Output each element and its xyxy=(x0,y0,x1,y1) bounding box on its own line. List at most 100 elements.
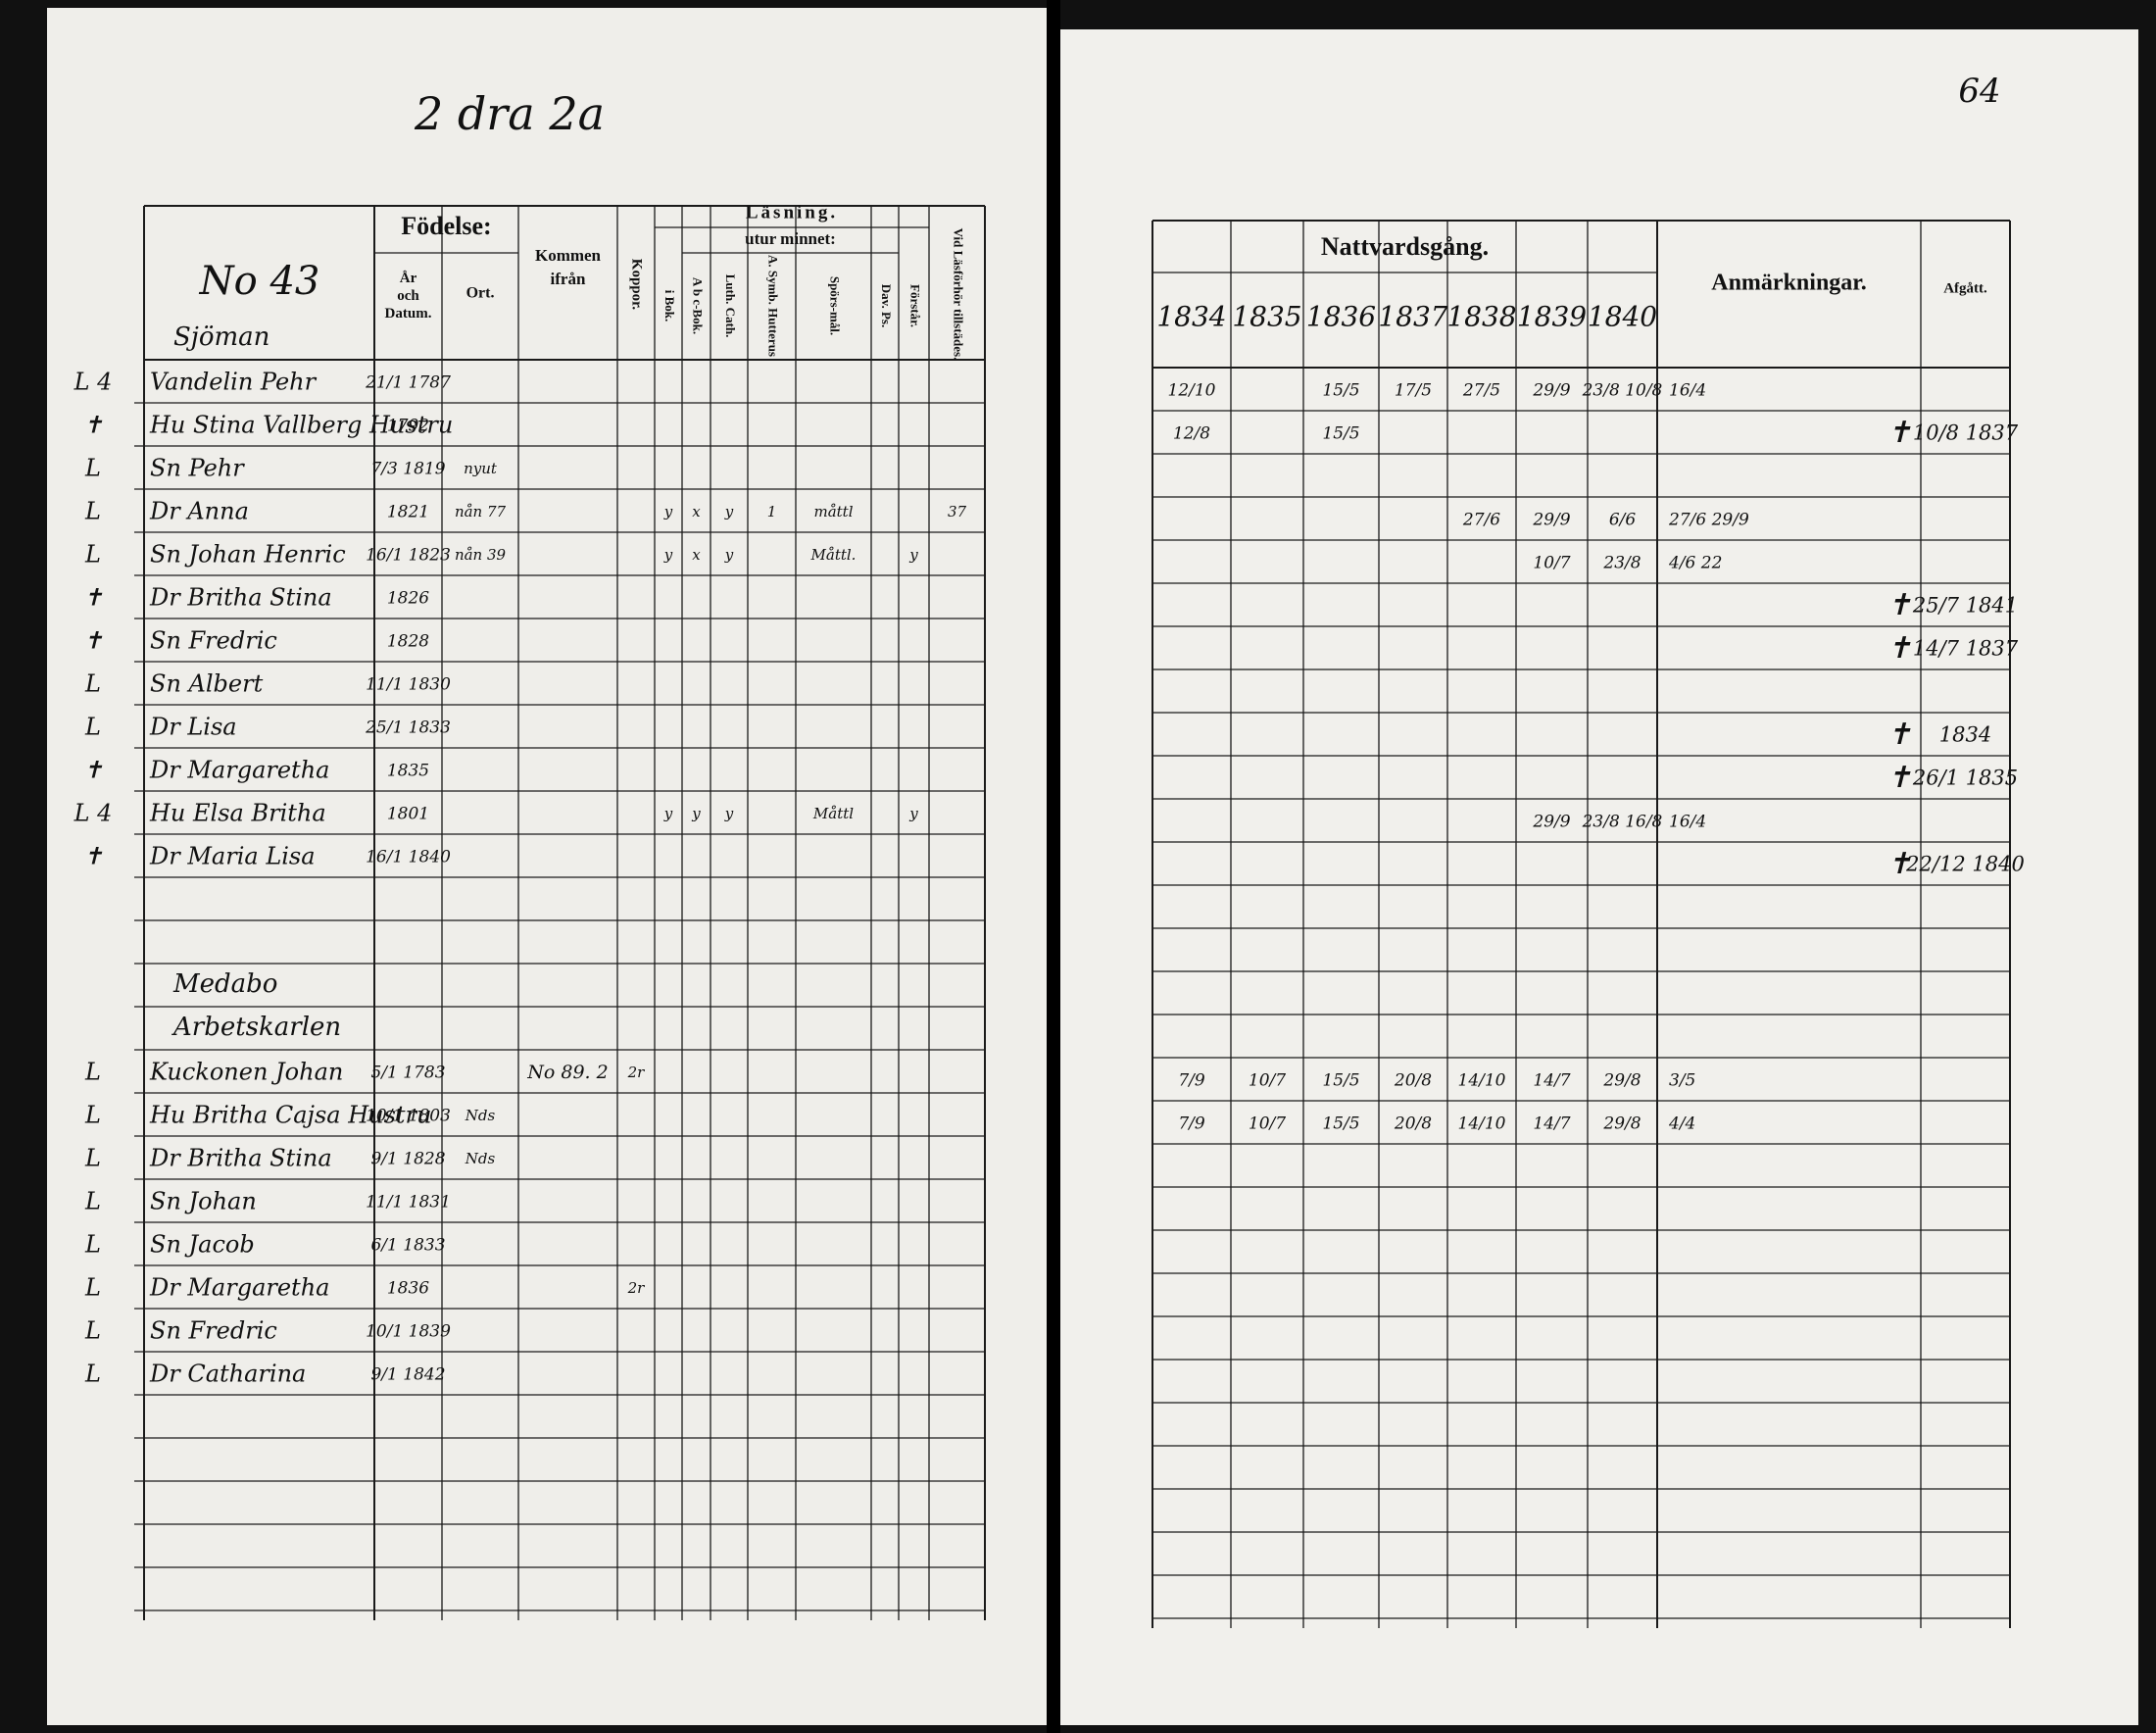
communion-date: 7/9 xyxy=(1178,1071,1205,1091)
entry-mark: L 4 xyxy=(74,800,113,827)
communion-date: 14/10 xyxy=(1458,1114,1506,1134)
by-heart-header: utur minnet: xyxy=(745,229,836,248)
communion-date: 23/8 10/8 xyxy=(1582,381,1663,401)
reading-column-header: A. Symb. Hutterus xyxy=(766,255,781,357)
birth-date: 7/3 1819 xyxy=(370,460,445,479)
entry-mark: L xyxy=(84,1361,101,1388)
birth-date: 1826 xyxy=(387,589,429,609)
smallpox: 2r xyxy=(627,1064,646,1081)
birth-date: 6/1 1833 xyxy=(370,1236,445,1256)
entry-mark: L xyxy=(84,1188,101,1215)
birth-place: Nds xyxy=(465,1107,496,1124)
birth-place: nån 39 xyxy=(455,546,507,564)
reading-mark: y xyxy=(724,805,734,822)
member-name: Sn Johan Henric xyxy=(150,541,346,569)
member-name: Sn Johan xyxy=(150,1188,257,1215)
communion-date: 15/5 xyxy=(1322,1114,1359,1134)
birth-date: 1792 xyxy=(387,417,429,436)
entry-mark: L xyxy=(84,714,101,741)
communion-date: 10/7 xyxy=(1533,554,1570,573)
communion-date: 29/8 xyxy=(1602,1071,1641,1091)
year-header: 1834 xyxy=(1156,301,1226,333)
member-name: Hu Britha Cajsa Hustru xyxy=(149,1102,431,1129)
reading-mark: 1 xyxy=(767,503,777,520)
birth-place: nån 77 xyxy=(455,503,507,520)
reading-mark: y xyxy=(724,503,734,520)
entry-mark: L xyxy=(84,1317,101,1345)
birth-date: 1828 xyxy=(387,632,429,652)
birth-date: 16/1 1823 xyxy=(366,546,451,566)
birth-date: 1801 xyxy=(387,805,429,824)
communion-date: 20/8 xyxy=(1394,1114,1432,1134)
reading-column-header: A b c-Bok. xyxy=(691,277,706,334)
household-number: No 43 xyxy=(199,259,320,304)
entry-mark: ✝ xyxy=(83,757,103,784)
reading-mark: y xyxy=(724,546,734,564)
reading-column-header: Vid Läsförhör tillstädes. xyxy=(952,228,966,361)
communion-date: 14/7 xyxy=(1533,1114,1570,1134)
birth-date: 9/1 1842 xyxy=(370,1365,445,1385)
communion-date: 12/8 xyxy=(1173,424,1210,444)
reading-mark: x xyxy=(692,503,701,520)
communion-date: 17/5 xyxy=(1395,381,1432,401)
reading-mark: Måttl. xyxy=(810,546,857,564)
reading-column-header: Luth. Cath. xyxy=(723,274,738,338)
remarks-header: Anmärkningar. xyxy=(1711,271,1866,296)
entry-mark: L xyxy=(84,1102,101,1129)
departed-date: 22/12 1840 xyxy=(1905,853,2025,876)
communion-date: 23/8 xyxy=(1602,554,1641,573)
reading-mark: x xyxy=(692,546,701,564)
entry-mark: L xyxy=(84,541,101,569)
entry-mark: L xyxy=(84,1231,101,1259)
reading-mark: Måttl xyxy=(812,805,854,822)
member-name: Dr Margaretha xyxy=(149,1274,329,1302)
departed-date: 26/1 1835 xyxy=(1912,767,2018,790)
entry-mark: L xyxy=(84,1145,101,1172)
communion-date: 14/10 xyxy=(1458,1071,1506,1091)
communion-date: 27/6 xyxy=(1462,511,1500,530)
communion-date: 23/8 16/8 xyxy=(1582,813,1663,832)
birth-date: 1836 xyxy=(387,1279,429,1299)
member-name: Sn Jacob xyxy=(150,1231,255,1259)
member-name: Dr Anna xyxy=(149,498,249,525)
communion-date: 10/7 xyxy=(1249,1071,1286,1091)
reading-mark: y xyxy=(663,546,673,564)
entry-mark: L xyxy=(84,498,101,525)
communion-date: 29/9 xyxy=(1532,813,1570,832)
reading-column-header: Spörs-mål. xyxy=(828,276,843,335)
came-from: No 89. 2 xyxy=(526,1062,608,1083)
birth-date: 1821 xyxy=(387,503,429,522)
remark: 3/5 xyxy=(1669,1071,1695,1091)
member-name: Dr Maria Lisa xyxy=(149,843,316,870)
reading-mark: y xyxy=(908,546,918,564)
communion-date: 27/5 xyxy=(1462,381,1500,401)
member-name: Hu Stina Vallberg Hustru xyxy=(149,412,453,439)
entry-mark: L 4 xyxy=(74,369,113,396)
remark: 4/4 xyxy=(1668,1114,1695,1134)
entry-mark: L xyxy=(84,1059,101,1086)
reading-mark: y xyxy=(663,805,673,822)
communion-date: 12/10 xyxy=(1168,381,1216,401)
year-header: 1840 xyxy=(1588,301,1657,333)
reading-mark: y xyxy=(908,805,918,822)
birth-date: 25/1 1833 xyxy=(365,718,451,738)
right-page xyxy=(1060,29,2138,1725)
departed-date: 25/7 1841 xyxy=(1912,594,2018,618)
communion-date: 15/5 xyxy=(1322,1071,1359,1091)
death-cross: ✝ xyxy=(1886,718,1911,752)
communion-date: 6/6 xyxy=(1609,511,1637,530)
birth-date: 11/1 1831 xyxy=(366,1193,451,1213)
birth-date: 1835 xyxy=(387,762,429,781)
entry-mark: L xyxy=(84,670,101,698)
communion-date: 29/9 xyxy=(1532,381,1570,401)
remark: 16/4 xyxy=(1669,381,1706,401)
year-header: 1837 xyxy=(1378,301,1447,333)
death-cross: ✝ xyxy=(1886,847,1911,881)
communion-date: 29/8 xyxy=(1602,1114,1641,1134)
birth-date: 10/1 1839 xyxy=(366,1322,451,1342)
birth-date: 11/1 1830 xyxy=(366,675,451,695)
remark: 16/4 xyxy=(1669,813,1706,832)
communion-header: Nattvardsgång. xyxy=(1321,232,1489,261)
household-label: Medabo xyxy=(172,969,277,999)
member-name: Dr Britha Stina xyxy=(149,1145,332,1172)
